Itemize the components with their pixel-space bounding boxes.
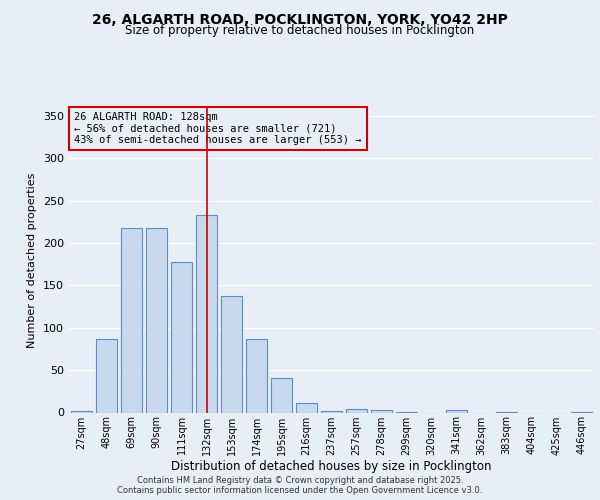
Y-axis label: Number of detached properties: Number of detached properties [28, 172, 37, 348]
X-axis label: Distribution of detached houses by size in Pocklington: Distribution of detached houses by size … [171, 460, 492, 473]
Bar [246, 339, 267, 412]
Bar [171, 262, 192, 412]
Bar [321, 411, 342, 412]
Text: 26 ALGARTH ROAD: 128sqm
← 56% of detached houses are smaller (721)
43% of semi-d: 26 ALGARTH ROAD: 128sqm ← 56% of detache… [74, 112, 362, 146]
Bar [371, 410, 392, 412]
Text: 26, ALGARTH ROAD, POCKLINGTON, YORK, YO42 2HP: 26, ALGARTH ROAD, POCKLINGTON, YORK, YO4… [92, 12, 508, 26]
Bar [446, 410, 467, 412]
Bar [296, 403, 317, 412]
Bar [146, 228, 167, 412]
Bar [271, 378, 292, 412]
Text: Size of property relative to detached houses in Pocklington: Size of property relative to detached ho… [125, 24, 475, 37]
Bar [221, 296, 242, 412]
Bar [71, 411, 92, 412]
Text: Contains HM Land Registry data © Crown copyright and database right 2025.
Contai: Contains HM Land Registry data © Crown c… [118, 476, 482, 495]
Bar [196, 215, 217, 412]
Bar [96, 339, 117, 412]
Bar [121, 228, 142, 412]
Bar [346, 409, 367, 412]
